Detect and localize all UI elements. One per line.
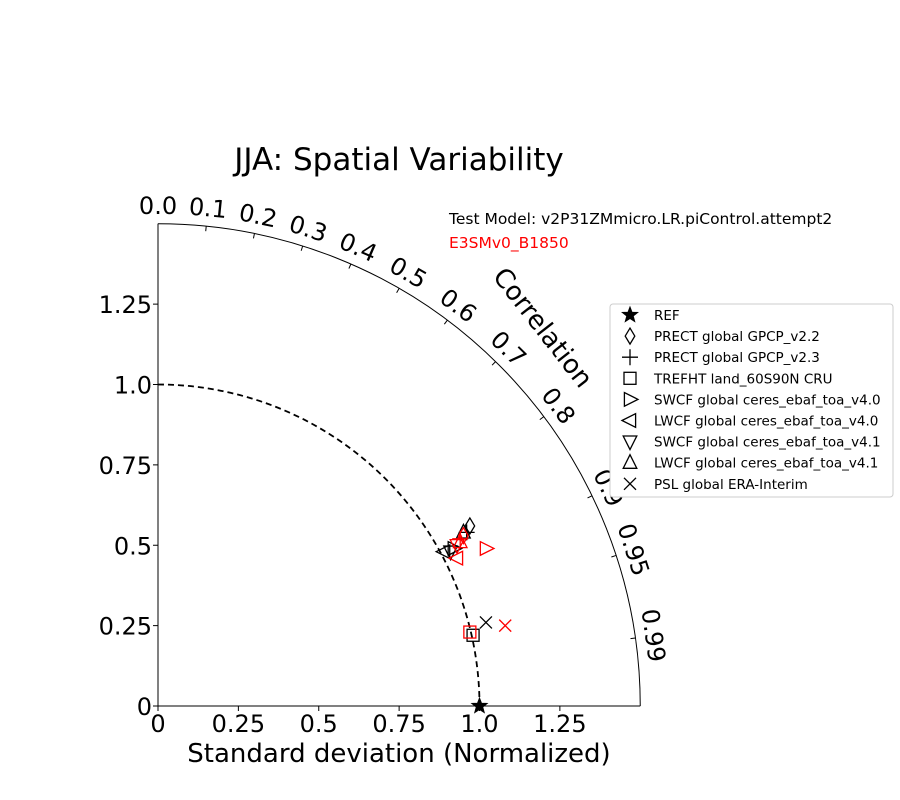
legend-label: TREFHT land_60S90N CRU (653, 371, 833, 387)
legend: REF PRECT global GPCP_v2.2 PRECT global GP… (609, 303, 894, 498)
correlation-tick (300, 245, 304, 251)
legend-label: PRECT global GPCP_v2.3 (654, 350, 820, 366)
point-swcf-global-ceres-ebaf-toa-v4-0 (479, 540, 496, 557)
legend-label: LWCF global ceres_ebaf_toa_v4.0 (654, 414, 878, 430)
correlation-tick (611, 554, 617, 558)
correlation-tick-label: 0.0 (139, 192, 177, 220)
correlation-tick (205, 226, 207, 232)
legend-label: SWCF global ceres_ebaf_toa_v4.1 (654, 435, 881, 451)
correlation-tick (539, 416, 545, 421)
legend-marker (622, 453, 638, 469)
point-lwcf-global-ceres-ebaf-toa-v4-0 (447, 550, 464, 566)
y-tick-label: 1.25 (99, 291, 152, 319)
correlation-tick (491, 361, 496, 366)
correlation-tick (630, 637, 636, 640)
annotation-test-model: Test Model: v2P31ZMmicro.LR.piControl.at… (448, 210, 832, 228)
y-tick-label: 1.0 (114, 372, 152, 400)
correlation-tick (443, 319, 448, 325)
legend-marker (620, 412, 637, 429)
legend-marker (623, 391, 640, 408)
x-tick-label: 0.5 (300, 710, 338, 738)
point-ref (470, 696, 489, 714)
correlation-tick (396, 288, 400, 293)
point-lwcf-global-ceres-ebaf-toa-v4-1 (452, 532, 469, 549)
legend-marker (623, 477, 637, 491)
legend-marker (624, 326, 636, 346)
correlation-tick-label: 0.1 (188, 192, 229, 224)
outer-arc (157, 223, 641, 707)
point-psl-global-era-interim (498, 619, 512, 633)
point-lwcf-global-ceres-ebaf-toa-v4-0 (434, 543, 451, 560)
correlation-tick-label: 0.6 (434, 283, 481, 328)
legend-label: PRECT global GPCP_v2.2 (654, 329, 820, 345)
point-trefht-land-60s90n-cru (466, 628, 480, 642)
y-tick-label: 0 (137, 693, 152, 721)
correlation-tick-label: 0.7 (485, 325, 532, 372)
legend-label: REF (654, 308, 680, 324)
correlation-tick-label: 0.5 (385, 251, 432, 294)
point-psl-global-era-interim (479, 615, 493, 629)
x-tick-label: 1.25 (533, 710, 586, 738)
legend-marker (621, 305, 639, 323)
correlation-tick-label: 0.4 (335, 227, 381, 268)
correlation-tick-label: 0.3 (286, 210, 331, 248)
y-tick-label: 0.75 (99, 452, 152, 480)
legend-marker (623, 371, 637, 385)
x-tick-label: 0.25 (212, 710, 265, 738)
correlation-tick (348, 263, 352, 269)
point-prect-global-gpcp-v2-2 (464, 516, 476, 536)
correlation-tick (587, 495, 593, 499)
x-tick-label: 1.0 (460, 710, 498, 738)
legend-label: LWCF global ceres_ebaf_toa_v4.1 (654, 456, 878, 472)
correlation-tick-label: 0.99 (636, 607, 671, 664)
legend-frame (609, 303, 894, 498)
correlation-tick-label: 0.95 (612, 520, 655, 580)
y-tick-label: 0.25 (99, 613, 152, 641)
chart-title: JJA: Spatial Variability (232, 142, 563, 178)
x-axis-label: Standard deviation (Normalized) (187, 739, 610, 769)
axes-layer: 00 0.25 0.25 0.5 0.5 0.75 0.75 1.0 1.0 1.25 1.25 0.… (99, 192, 671, 738)
marks-layer (434, 516, 512, 714)
legend-label: PSL global ERA-Interim (654, 477, 808, 493)
y-tick-label: 0.5 (114, 532, 152, 560)
legend-marker (622, 349, 638, 366)
annotation-reference-model: E3SMv0_B1850 (449, 234, 569, 253)
legend-marker (622, 435, 638, 452)
point-trefht-land-60s90n-cru (463, 625, 477, 639)
point-swcf-global-ceres-ebaf-toa-v4-1 (442, 545, 459, 562)
legend-label: SWCF global ceres_ebaf_toa_v4.0 (654, 392, 881, 408)
x-tick-label: 0 (150, 710, 165, 738)
x-tick-label: 0.75 (372, 710, 425, 738)
correlation-tick (252, 233, 255, 239)
reference-std-arc (157, 383, 481, 707)
correlation-tick-label: 0.2 (237, 198, 280, 233)
